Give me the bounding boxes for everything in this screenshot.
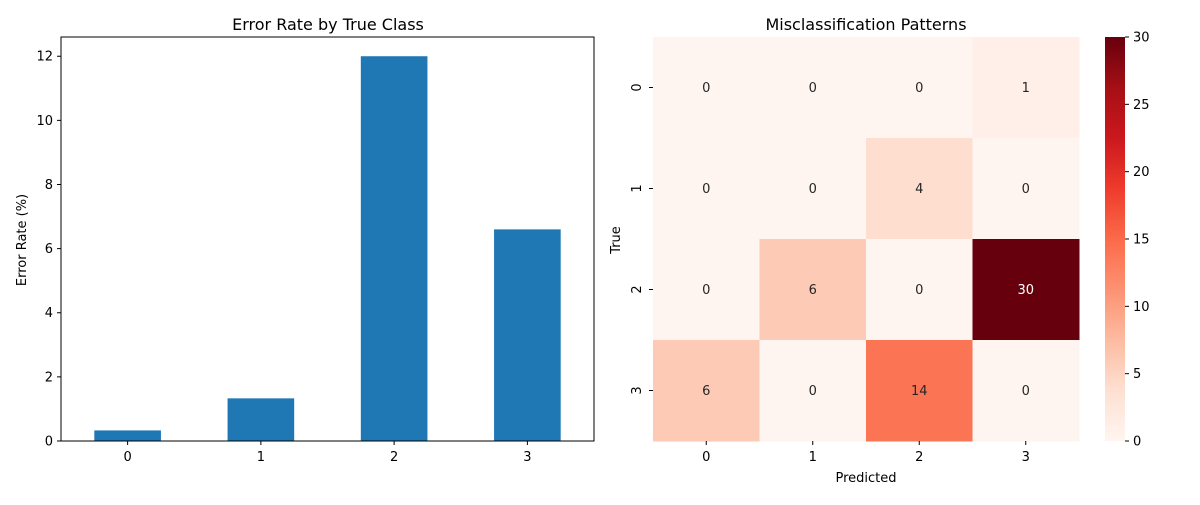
heatmap-cell xyxy=(866,138,973,240)
bar-x-tick-label: 1 xyxy=(257,450,265,465)
heatmap-x-ticks: 0 1 2 3 xyxy=(702,441,1030,465)
colorbar-tick-label: 0 xyxy=(1133,435,1141,450)
heatmap-cell xyxy=(866,340,973,442)
heatmap-cell xyxy=(759,340,867,442)
heatmap-cell xyxy=(972,239,1080,341)
heatmap-title: Misclassification Patterns xyxy=(765,15,966,34)
heatmap-chart: Misclassification Patterns 0 0 0 10 0 4 00 6 0 30… xyxy=(609,15,1150,486)
colorbar-tick-label: 15 xyxy=(1133,233,1150,248)
bar-2 xyxy=(360,56,428,441)
heatmap-cell xyxy=(866,37,973,139)
heatmap-cell xyxy=(759,37,867,139)
heatmap-cell xyxy=(972,138,1080,240)
bar-x-tick-label: 0 xyxy=(123,450,131,465)
bar-chart-frame xyxy=(60,36,595,442)
heatmap-cell xyxy=(866,239,973,341)
heatmap-cell-label: 6 xyxy=(702,384,710,399)
colorbar-tick-label: 20 xyxy=(1133,165,1150,180)
heatmap-cell xyxy=(653,239,760,341)
bar-0 xyxy=(94,430,161,441)
bar-chart-y-ticks: 0 2 4 6 8 10 12 xyxy=(36,50,61,450)
heatmap-cell-label: 0 xyxy=(915,283,923,298)
heatmap-cell xyxy=(653,37,760,139)
bar-y-tick-label: 8 xyxy=(45,178,53,193)
heatmap-x-tick-label: 2 xyxy=(915,450,923,465)
heatmap-cells: 0 0 0 10 0 4 00 6 0 306 0 14 0 xyxy=(653,37,1080,442)
heatmap-cell-label: 14 xyxy=(911,384,928,399)
heatmap-cell-label: 4 xyxy=(915,182,923,197)
bar-y-tick-label: 2 xyxy=(45,370,53,385)
bar-chart-x-ticks: 0 1 2 3 xyxy=(123,441,532,465)
bar-y-tick-label: 0 xyxy=(45,435,53,450)
colorbar-ticks: 0 5 10 15 20 25 30 xyxy=(1125,31,1150,450)
heatmap-cell xyxy=(759,239,867,341)
heatmap-cell-label: 0 xyxy=(809,384,817,399)
heatmap-cell-label: 0 xyxy=(1022,384,1030,399)
heatmap-x-axis-label: Predicted xyxy=(835,471,896,486)
bar-chart-title: Error Rate by True Class xyxy=(232,15,424,34)
colorbar-tick-label: 25 xyxy=(1133,98,1150,113)
heatmap-cell-label: 0 xyxy=(915,81,923,96)
bar-chart-y-axis-label: Error Rate (%) xyxy=(15,194,30,286)
heatmap-y-tick-label: 1 xyxy=(630,184,645,192)
heatmap-y-tick-label: 0 xyxy=(630,83,645,91)
colorbar-tick-label: 30 xyxy=(1133,31,1150,46)
heatmap-cell xyxy=(653,138,760,240)
bar-3 xyxy=(494,229,561,441)
heatmap-cell-label: 6 xyxy=(809,283,817,298)
heatmap-cell xyxy=(653,340,760,442)
heatmap-cell xyxy=(759,138,867,240)
colorbar-tick-label: 5 xyxy=(1133,367,1141,382)
bar-y-tick-label: 10 xyxy=(36,114,53,129)
colorbar xyxy=(1105,37,1125,441)
heatmap-x-tick-label: 1 xyxy=(809,450,817,465)
heatmap-cell-label: 0 xyxy=(702,283,710,298)
bar-y-tick-label: 6 xyxy=(45,242,53,257)
heatmap-x-tick-label: 3 xyxy=(1022,450,1030,465)
heatmap-cell-label: 30 xyxy=(1017,283,1034,298)
bar-y-tick-label: 4 xyxy=(45,306,53,321)
heatmap-cell xyxy=(972,340,1080,442)
heatmap-cell-label: 0 xyxy=(1022,182,1030,197)
bar-chart: Error Rate by True Class Error Rate (%) … xyxy=(15,15,595,465)
heatmap-cell-label: 0 xyxy=(702,81,710,96)
colorbar-tick-label: 10 xyxy=(1133,300,1150,315)
heatmap-y-tick-label: 3 xyxy=(630,386,645,394)
heatmap-y-axis-label: True xyxy=(609,226,624,255)
heatmap-cell-label: 0 xyxy=(809,81,817,96)
bar-y-tick-label: 12 xyxy=(36,50,53,65)
heatmap-cell-label: 1 xyxy=(1022,81,1030,96)
heatmap-y-ticks: 0 1 2 3 xyxy=(630,83,653,395)
heatmap-cell-label: 0 xyxy=(809,182,817,197)
bar-1 xyxy=(227,398,295,441)
heatmap-y-tick-label: 2 xyxy=(630,285,645,293)
heatmap-x-tick-label: 0 xyxy=(702,450,710,465)
heatmap-cell xyxy=(972,37,1080,139)
bar-chart-bars xyxy=(94,56,561,441)
bar-x-tick-label: 2 xyxy=(390,450,398,465)
bar-x-tick-label: 3 xyxy=(523,450,531,465)
heatmap-cell-label: 0 xyxy=(702,182,710,197)
